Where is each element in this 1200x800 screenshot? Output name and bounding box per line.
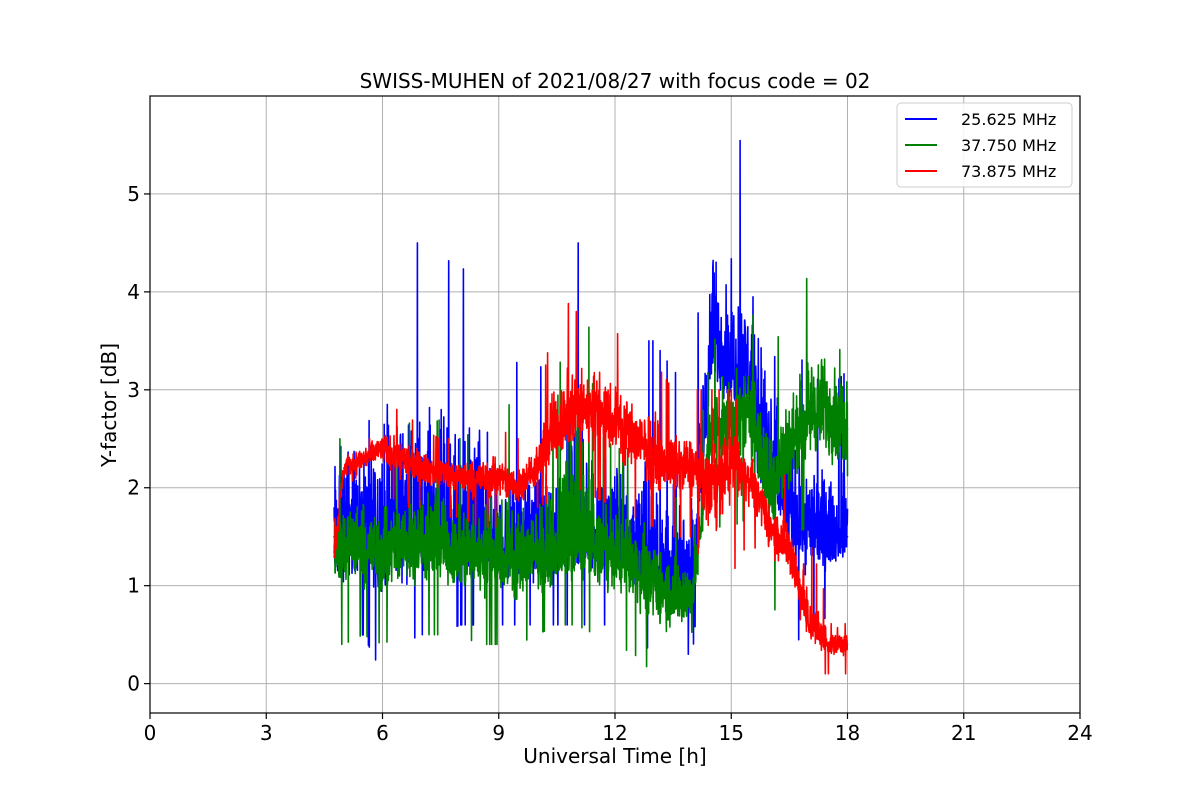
data-point bbox=[575, 408, 578, 411]
chart-title: SWISS-MUHEN of 2021/08/27 with focus cod… bbox=[360, 69, 871, 93]
data-point bbox=[769, 486, 771, 489]
data-point bbox=[594, 408, 597, 411]
data-point bbox=[672, 467, 674, 469]
data-point bbox=[575, 545, 578, 548]
data-point bbox=[711, 340, 713, 342]
data-point bbox=[827, 643, 829, 646]
x-tick-label: 6 bbox=[376, 721, 389, 745]
data-point bbox=[362, 545, 364, 548]
x-tick-label: 21 bbox=[951, 721, 976, 745]
data-point bbox=[614, 555, 616, 558]
data-point bbox=[691, 594, 694, 597]
data-point bbox=[691, 575, 694, 577]
y-tick-label: 5 bbox=[127, 182, 140, 206]
x-tick-label: 18 bbox=[835, 721, 860, 745]
data-point bbox=[672, 594, 674, 597]
data-point bbox=[769, 526, 771, 528]
y-tick-label: 4 bbox=[127, 280, 140, 304]
data-point bbox=[652, 457, 655, 460]
data-point bbox=[749, 477, 752, 479]
data-point bbox=[439, 467, 442, 469]
data-point bbox=[827, 408, 829, 411]
data-point bbox=[749, 389, 752, 391]
x-tick-label: 9 bbox=[492, 721, 505, 745]
data-point bbox=[478, 477, 481, 479]
data-point bbox=[652, 584, 655, 587]
legend-label: 37.750 MHz bbox=[961, 136, 1056, 155]
data-point bbox=[459, 555, 461, 558]
data-point bbox=[333, 555, 335, 558]
data-point bbox=[459, 477, 461, 479]
data-point bbox=[594, 545, 597, 548]
x-tick-label: 15 bbox=[719, 721, 744, 745]
y-axis-label: Y-factor [dB] bbox=[97, 343, 121, 468]
data-point bbox=[517, 486, 519, 489]
x-tick-label: 12 bbox=[602, 721, 627, 745]
data-point bbox=[807, 408, 810, 411]
data-point bbox=[633, 565, 636, 567]
data-point bbox=[846, 535, 849, 538]
data-point bbox=[788, 545, 791, 548]
legend-label: 73.875 MHz bbox=[961, 162, 1056, 181]
data-point bbox=[846, 428, 849, 430]
series-layer bbox=[333, 139, 849, 675]
y-tick-label: 1 bbox=[127, 574, 140, 598]
x-axis-label: Universal Time [h] bbox=[523, 744, 706, 768]
data-point bbox=[420, 467, 423, 469]
data-point bbox=[807, 624, 810, 626]
data-point bbox=[439, 545, 442, 548]
data-point bbox=[536, 555, 539, 558]
legend-label: 25.625 MHz bbox=[961, 110, 1056, 129]
y-tick-label: 3 bbox=[127, 378, 140, 402]
data-point bbox=[381, 555, 384, 558]
data-point bbox=[556, 428, 558, 430]
data-point bbox=[497, 555, 500, 558]
legend: 25.625 MHz 37.750 MHz 73.875 MHz bbox=[896, 102, 1073, 188]
data-point bbox=[711, 486, 713, 489]
data-point bbox=[420, 545, 423, 548]
data-point bbox=[807, 526, 810, 528]
data-point bbox=[614, 418, 616, 420]
data-point bbox=[749, 408, 752, 411]
data-point bbox=[497, 477, 500, 479]
data-point bbox=[517, 565, 519, 567]
data-point bbox=[827, 535, 829, 538]
data-point bbox=[846, 643, 849, 646]
data-point bbox=[691, 467, 694, 469]
data-point bbox=[633, 437, 636, 440]
data-point bbox=[536, 467, 539, 469]
data-point bbox=[342, 545, 345, 548]
data-point bbox=[788, 506, 791, 509]
data-point bbox=[401, 457, 403, 460]
data-point bbox=[381, 447, 384, 450]
data-point bbox=[556, 555, 558, 558]
y-tick-label: 0 bbox=[127, 672, 140, 696]
data-point bbox=[730, 369, 733, 372]
y-tick-label: 2 bbox=[127, 476, 140, 500]
data-point bbox=[401, 545, 403, 548]
data-point bbox=[342, 467, 345, 469]
series-line-2 bbox=[333, 277, 849, 668]
data-point bbox=[730, 457, 733, 460]
data-point bbox=[478, 555, 481, 558]
x-tick-label: 3 bbox=[260, 721, 273, 745]
series-line-3 bbox=[333, 302, 849, 675]
x-tick-label: 24 bbox=[1067, 721, 1092, 745]
data-point bbox=[362, 457, 364, 460]
x-tick-label: 0 bbox=[144, 721, 157, 745]
data-point bbox=[788, 447, 791, 450]
legend-box bbox=[896, 102, 1073, 188]
